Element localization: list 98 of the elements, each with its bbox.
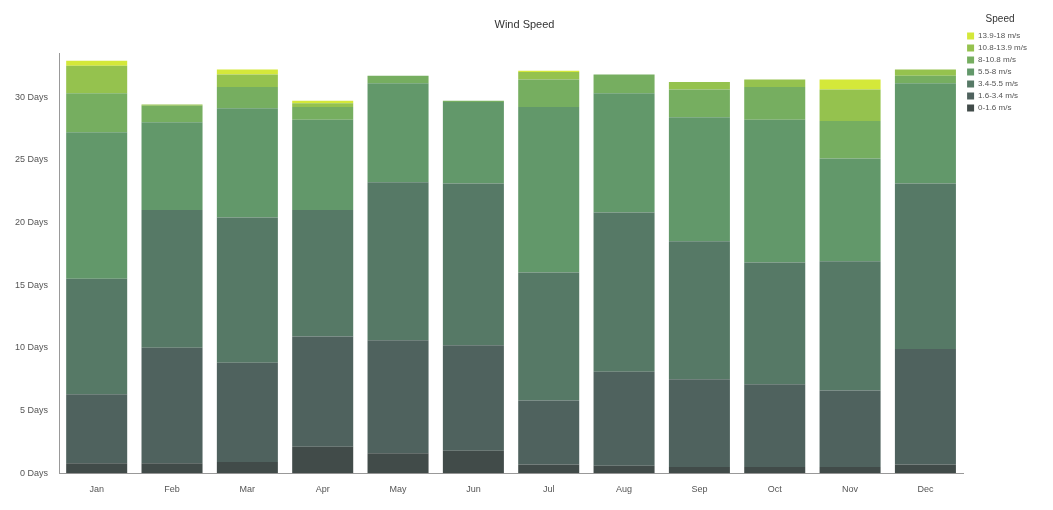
- bar: [442, 102, 504, 184]
- bar: [518, 272, 580, 401]
- bar: [894, 69, 956, 76]
- bar: [894, 183, 956, 350]
- y-tick-label: 30 Days: [14, 91, 49, 102]
- legend-title: Speed: [985, 12, 1015, 24]
- bar: [216, 461, 278, 474]
- bar: [744, 87, 806, 120]
- bar: [518, 464, 580, 474]
- bar: [292, 446, 354, 474]
- bar: [593, 93, 655, 213]
- bar: [141, 463, 203, 474]
- bar: [292, 107, 354, 120]
- y-tick-label: 20 Days: [14, 216, 49, 227]
- bar: [442, 345, 504, 451]
- bar: [66, 278, 128, 395]
- bar: [668, 117, 730, 242]
- bar: [141, 347, 203, 464]
- y-tick-label: 0 Days: [20, 467, 49, 478]
- bar: [894, 83, 956, 184]
- bar: [216, 87, 278, 109]
- bar: [819, 261, 881, 391]
- x-tick-label: Jan: [89, 484, 104, 495]
- bar: [819, 390, 881, 467]
- bar: [518, 72, 580, 80]
- bar: [216, 108, 278, 218]
- bar: [894, 464, 956, 474]
- bar: [819, 466, 881, 474]
- legend-label: 1.6-3.4 m/s: [978, 91, 1019, 101]
- bar: [216, 362, 278, 462]
- bar: [894, 349, 956, 465]
- bar: [819, 158, 881, 262]
- x-tick-label: Sep: [691, 484, 708, 495]
- bar: [367, 182, 429, 341]
- bar: [292, 209, 354, 337]
- x-tick-label: Mar: [239, 484, 256, 495]
- y-tick-label: 10 Days: [14, 342, 49, 353]
- bar: [66, 93, 128, 133]
- bar: [593, 371, 655, 466]
- bar: [141, 209, 203, 348]
- bar: [744, 384, 806, 467]
- bar: [216, 69, 278, 75]
- x-tick-label: Jun: [466, 484, 481, 495]
- x-tick-label: May: [389, 484, 408, 495]
- legend-label: 3.4-5.5 m/s: [978, 79, 1019, 89]
- legend-label: 13.9-18 m/s: [978, 31, 1021, 41]
- x-tick-label: Jul: [542, 484, 555, 495]
- bar: [668, 379, 730, 467]
- legend-label: 8-10.8 m/s: [978, 55, 1016, 65]
- x-tick-label: Oct: [767, 484, 783, 495]
- bar: [894, 75, 956, 84]
- bar: [292, 119, 354, 210]
- y-tick-label: 15 Days: [14, 279, 49, 290]
- bar: [593, 465, 655, 474]
- legend-label: 0-1.6 m/s: [978, 103, 1012, 113]
- x-tick-label: Feb: [164, 484, 180, 495]
- bar: [668, 89, 730, 118]
- bar: [66, 60, 128, 66]
- bar: [66, 394, 128, 464]
- bar: [292, 103, 354, 108]
- bar: [668, 241, 730, 380]
- bar: [518, 107, 580, 273]
- y-tick-label: 5 Days: [20, 405, 49, 415]
- legend-label: 10.8-13.9 m/s: [978, 43, 1028, 53]
- bar: [367, 83, 429, 183]
- bar: [367, 453, 429, 474]
- x-tick-label: Apr: [315, 484, 330, 495]
- bar: [744, 119, 806, 263]
- bar: [668, 82, 730, 90]
- bar: [819, 120, 881, 159]
- bar: [367, 75, 429, 84]
- bar: [744, 466, 806, 474]
- bar: [442, 450, 504, 474]
- y-tick-label: 25 Days: [14, 154, 49, 165]
- bar: [216, 217, 278, 363]
- x-tick-label: Dec: [917, 484, 934, 495]
- bar: [744, 79, 806, 88]
- bar: [518, 400, 580, 465]
- bar: [518, 79, 580, 108]
- chart-title: Wind Speed: [494, 17, 555, 30]
- bar: [593, 74, 655, 94]
- legend-label: 5.5-8 m/s: [978, 67, 1012, 77]
- bar: [442, 183, 504, 346]
- bar: [367, 340, 429, 454]
- bar: [668, 466, 730, 474]
- bar: [141, 122, 203, 210]
- bar: [292, 336, 354, 447]
- bar: [593, 212, 655, 372]
- bar: [141, 105, 203, 123]
- bar: [66, 463, 128, 474]
- x-tick-label: Nov: [842, 484, 859, 495]
- bar: [744, 262, 806, 385]
- bar: [216, 74, 278, 88]
- x-tick-label: Aug: [616, 484, 633, 495]
- bar: [819, 79, 881, 90]
- bar: [66, 132, 128, 279]
- bar: [819, 89, 881, 121]
- bar: [66, 65, 128, 94]
